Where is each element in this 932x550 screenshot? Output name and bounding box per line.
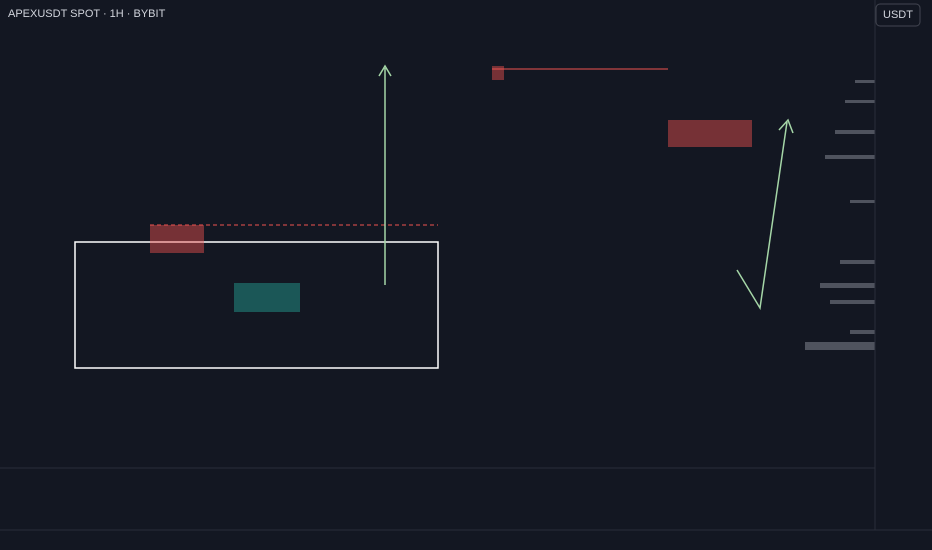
currency[interactable]: USDT xyxy=(883,9,913,21)
arrow-head xyxy=(378,64,392,77)
demand-zone xyxy=(234,283,300,312)
high-zone xyxy=(492,66,504,80)
range-box xyxy=(74,241,439,369)
supply-zone xyxy=(668,120,752,147)
arrow-head xyxy=(778,118,794,134)
volume-profile xyxy=(805,80,875,350)
symbol-title: APEXUSDT SPOT · 1H · BYBIT xyxy=(8,8,166,20)
projection-arrow xyxy=(736,121,788,311)
currency-button[interactable] xyxy=(875,3,921,27)
supply-zone xyxy=(150,225,204,253)
